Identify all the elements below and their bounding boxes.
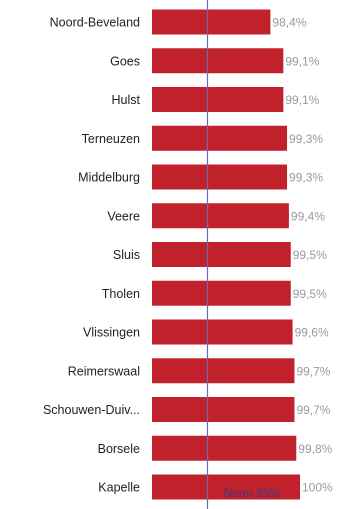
category-label: Hulst xyxy=(112,93,141,107)
value-label: 99,1% xyxy=(285,93,319,107)
bar xyxy=(152,474,300,500)
category-label: Vlissingen xyxy=(83,326,140,340)
bar xyxy=(152,87,284,112)
category-label: Terneuzen xyxy=(82,132,140,146)
value-label: 99,5% xyxy=(293,248,327,262)
value-label: 99,6% xyxy=(295,326,329,340)
value-label: 99,1% xyxy=(285,54,319,68)
category-label: Veere xyxy=(107,209,140,223)
category-label: Goes xyxy=(110,54,140,68)
bar xyxy=(152,280,291,306)
category-label: Sluis xyxy=(113,248,140,262)
category-label: Reimerswaal xyxy=(68,364,140,378)
value-label: 99,7% xyxy=(296,364,330,378)
bar xyxy=(152,358,295,384)
bar xyxy=(152,9,271,35)
value-label: 99,7% xyxy=(296,403,330,417)
bar xyxy=(152,435,297,461)
norm-label: Norm 95% xyxy=(224,486,281,500)
value-label: 99,8% xyxy=(298,442,332,456)
category-label: Kapelle xyxy=(98,481,140,495)
category-label: Middelburg xyxy=(78,171,140,185)
bar xyxy=(152,397,295,422)
bar xyxy=(152,242,291,267)
category-label: Borsele xyxy=(98,442,140,456)
value-label: 99,3% xyxy=(289,171,323,185)
bars-group xyxy=(152,9,300,500)
category-label: Tholen xyxy=(102,287,140,301)
bar xyxy=(152,164,288,190)
bar xyxy=(152,203,289,229)
bar xyxy=(152,319,293,345)
bar xyxy=(152,125,288,151)
value-label: 99,5% xyxy=(293,287,327,301)
value-label: 99,3% xyxy=(289,132,323,146)
category-label: Noord-Beveland xyxy=(50,16,140,30)
value-label: 100% xyxy=(302,481,333,495)
category-label: Schouwen-Duiv... xyxy=(43,403,140,417)
labels-group: Noord-Beveland 98,4% Goes 99,1% Hulst 99,1% Te… xyxy=(43,16,333,495)
value-label: 98,4% xyxy=(272,16,306,30)
value-label: 99,4% xyxy=(291,209,325,223)
bar xyxy=(152,48,284,74)
